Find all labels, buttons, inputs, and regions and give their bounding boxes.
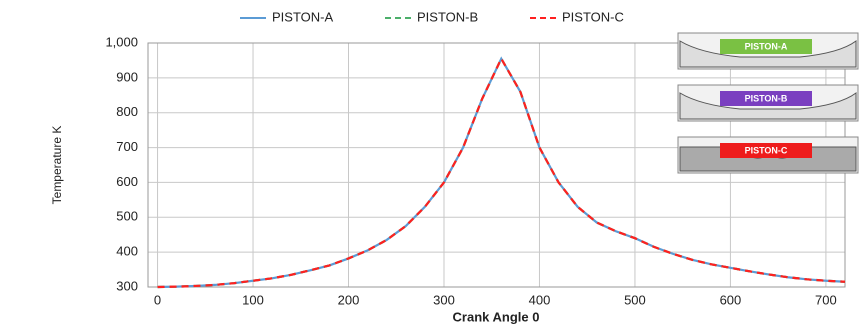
y-tick-label: 1,000 — [105, 34, 138, 49]
inset-label: PISTON-C — [745, 145, 788, 155]
inset-label: PISTON-A — [745, 41, 788, 51]
x-tick-label: 100 — [242, 292, 264, 307]
y-tick-label: 500 — [116, 209, 138, 224]
x-tick-label: 200 — [338, 292, 360, 307]
y-tick-label: 400 — [116, 244, 138, 259]
inset-label: PISTON-B — [745, 93, 788, 103]
x-tick-label: 400 — [529, 292, 551, 307]
legend-label: PISTON-A — [272, 9, 333, 24]
y-axis-label: Temperature K — [50, 126, 64, 205]
x-tick-label: 500 — [624, 292, 646, 307]
legend-label: PISTON-C — [562, 9, 624, 24]
inset: PISTON-A — [678, 33, 858, 69]
inset: PISTON-C — [678, 137, 858, 173]
chart: Temperature K Crank Angle 0 300 400 500 600… — [0, 0, 862, 330]
y-tick-label: 300 — [116, 278, 138, 293]
y-tick-label: 600 — [116, 174, 138, 189]
y-tick-label: 700 — [116, 139, 138, 154]
x-tick-label: 600 — [720, 292, 742, 307]
x-tick-label: 0 — [154, 292, 161, 307]
x-tick-label: 700 — [815, 292, 837, 307]
y-tick-label: 800 — [116, 104, 138, 119]
legend-label: PISTON-B — [417, 9, 478, 24]
x-axis-label: Crank Angle 0 — [453, 309, 540, 324]
y-tick-label: 900 — [116, 69, 138, 84]
x-tick-label: 300 — [433, 292, 455, 307]
inset: PISTON-B — [678, 85, 858, 121]
